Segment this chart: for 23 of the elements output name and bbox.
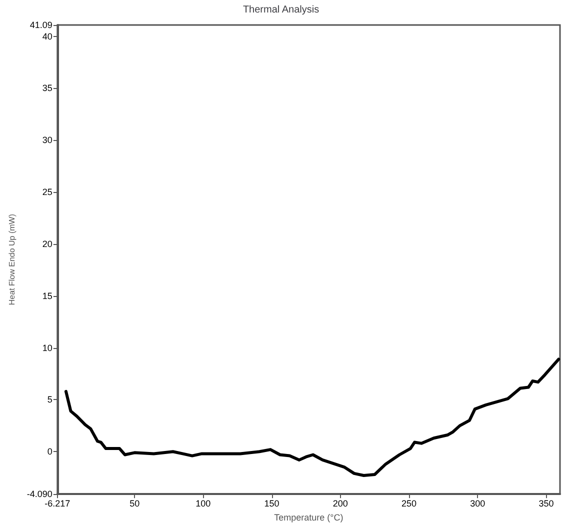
x-tick-label: 250 <box>402 498 417 509</box>
y-tick-label: 41.09 <box>30 20 52 30</box>
y-tick-label: -4.090 <box>26 489 52 500</box>
chart-title: Thermal Analysis <box>242 4 320 16</box>
x-axis-title: Temperature (°C) <box>274 512 344 522</box>
y-tick-label: 40 <box>42 31 52 42</box>
x-tick-label: 300 <box>470 498 486 509</box>
x-tick-label: 100 <box>196 498 211 509</box>
y-tick-label: 25 <box>42 187 52 198</box>
x-tick-label: 200 <box>332 498 348 509</box>
x-tick-label: -6.217 <box>44 498 70 509</box>
y-tick-label: 5 <box>47 394 52 405</box>
y-axis-title: Heat Flow Endo Up (mW) <box>8 214 16 306</box>
y-tick-label: 10 <box>42 342 52 353</box>
line-series <box>64 358 560 478</box>
y-tick-label: 0 <box>47 446 52 457</box>
x-tick-label: 150 <box>264 498 280 509</box>
y-tick-label: 20 <box>42 238 52 249</box>
x-tick-label: 50 <box>130 498 140 509</box>
y-tick-label: 15 <box>42 290 52 301</box>
y-tick-label: 30 <box>42 135 52 146</box>
x-tick-label: 350 <box>538 498 554 509</box>
y-tick-label: 35 <box>42 83 52 94</box>
